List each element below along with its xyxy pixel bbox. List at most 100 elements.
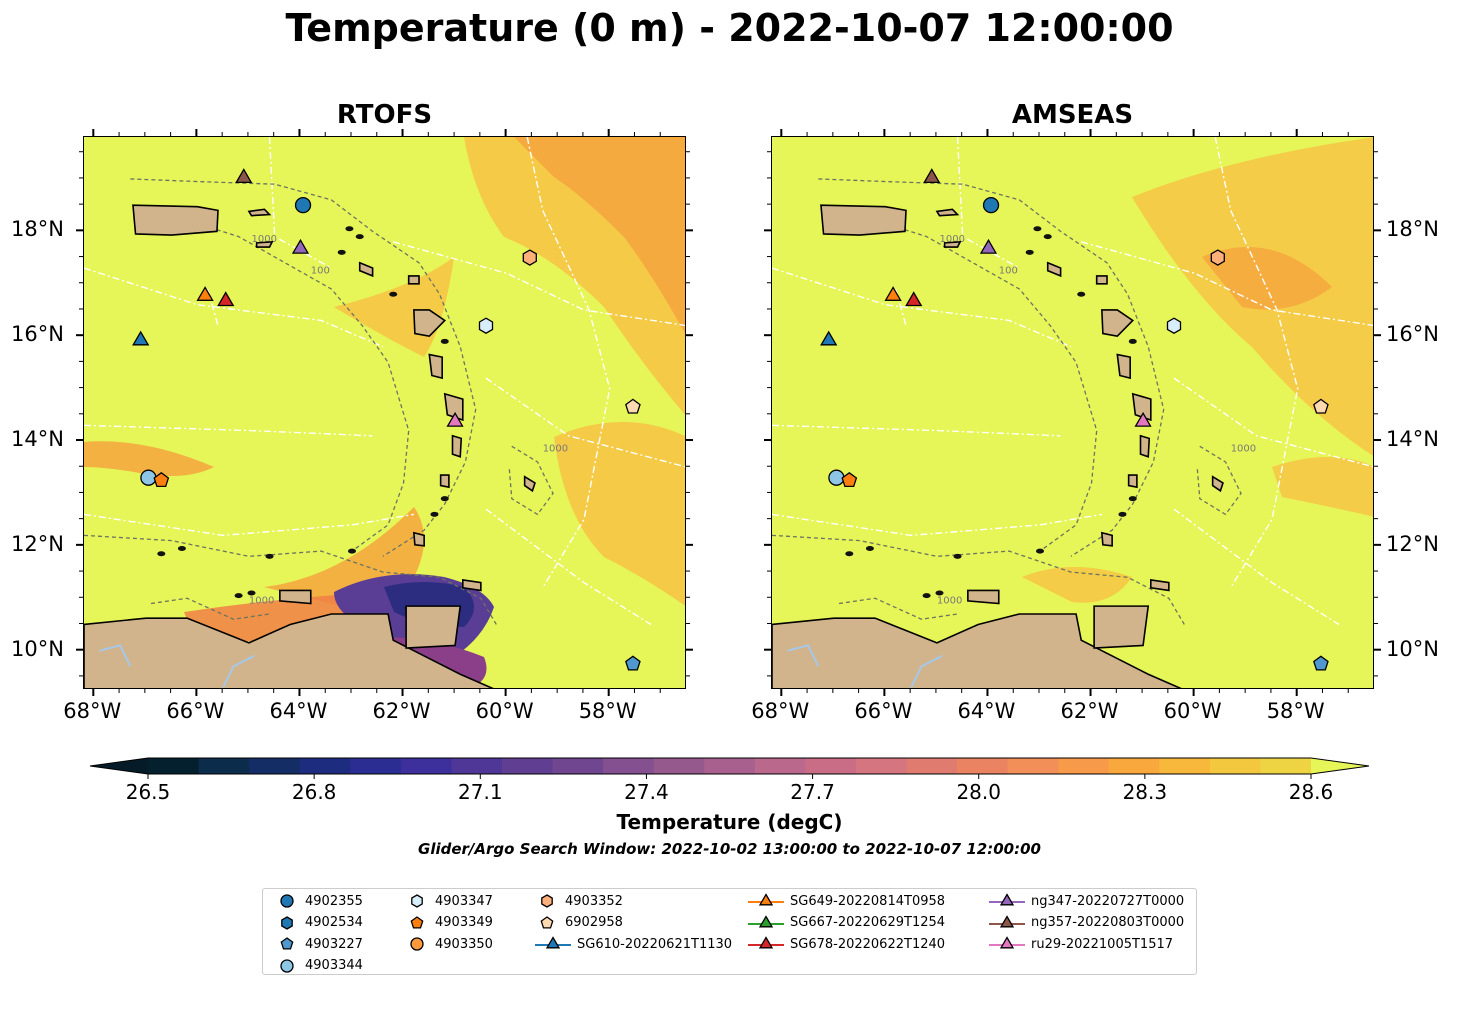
island (279, 589, 312, 605)
island (358, 261, 374, 278)
colorbar-bin (451, 758, 503, 774)
lon-tick-label: 68°W (63, 699, 122, 723)
legend-label: 4902355 (305, 893, 363, 909)
legend-label: SG678-20220622T1240 (790, 936, 946, 952)
colorbar-tick-label: 28.6 (1288, 780, 1334, 804)
island (1116, 353, 1131, 380)
island (820, 204, 907, 236)
colorbar-bin (906, 758, 958, 774)
colorbar-bin (1007, 758, 1059, 774)
platform-marker-4903227 (625, 655, 641, 671)
small-island (440, 496, 449, 502)
lon-tick-label: 68°W (751, 699, 810, 723)
contour-label: 1000 (1231, 444, 1256, 455)
small-island (1043, 234, 1052, 240)
pentagon-marker-icon (410, 915, 424, 929)
island (439, 474, 450, 489)
legend-item: 4903349 (405, 913, 493, 933)
small-island (953, 553, 962, 559)
platform-marker-6902958 (625, 398, 641, 414)
legend-label: SG610-20220621T1130 (577, 936, 733, 952)
small-island (337, 249, 346, 255)
colorbar-bin (1260, 758, 1312, 774)
warm-field (84, 137, 685, 647)
lat-tick-label: 14°N (11, 427, 64, 452)
land-mainland (772, 613, 1182, 688)
platform-marker-ru29-20221005T1517 (1134, 411, 1152, 427)
lon-tick-label: 64°W (269, 699, 328, 723)
small-island (440, 338, 449, 344)
island (247, 208, 272, 217)
small-island (1128, 338, 1137, 344)
hexagon-marker-icon (281, 915, 293, 930)
colorbar-bin (1209, 758, 1261, 774)
platform-markers (820, 168, 1329, 671)
eez-boundaries (84, 137, 685, 626)
platform-marker-SG610-20220621T1130 (820, 330, 838, 346)
triangle-marker-icon (535, 936, 571, 949)
legend-item: SG649-20220814T0958 (748, 891, 945, 911)
island (1139, 434, 1151, 458)
island (1095, 275, 1108, 285)
legend-item: 4903347 (405, 891, 493, 911)
contour-label: 1000 (252, 234, 277, 245)
island (132, 204, 219, 236)
small-island (1033, 226, 1042, 232)
contour-label: 100 (311, 265, 330, 276)
legend-label: 4903344 (305, 958, 363, 973)
map-svg: 1000 100 1000 1000 (84, 137, 685, 688)
colorbar-extend-low (90, 758, 148, 774)
platform-marker-4903347 (1166, 317, 1182, 334)
platform-marker-4903349 (153, 471, 170, 488)
circle-marker-icon (280, 958, 294, 973)
lat-tick-label: 18°N (11, 217, 64, 242)
platform-marker-ng357-20220803T0000 (235, 168, 253, 184)
small-island (1118, 511, 1127, 517)
small-island (1036, 548, 1044, 554)
colorbar-bin (653, 758, 705, 774)
small-island (177, 545, 186, 551)
lat-tick-label: 12°N (11, 531, 64, 556)
lon-tick-label: 62°W (1060, 699, 1119, 723)
colorbar-bin (1108, 758, 1160, 774)
islands (132, 204, 536, 649)
platform-marker-ng347-20220727T0000 (979, 238, 998, 254)
island (1127, 474, 1138, 489)
platform-marker-4902355 (294, 196, 312, 214)
land-mainland (84, 613, 494, 688)
legend-label: 4903352 (565, 893, 623, 909)
legend: 4902355 4902534 4903227 4903344 4903347 49033… (262, 888, 1197, 975)
lat-tick-label: 18°N (1386, 217, 1439, 242)
island (462, 578, 482, 592)
triangle-marker-icon (989, 936, 1025, 949)
colorbar-bin (299, 758, 351, 774)
small-island (157, 551, 166, 557)
lon-tick-label: 66°W (166, 699, 225, 723)
colorbar-tick-label: 27.7 (790, 780, 835, 804)
colorbar-tick-label: 28.0 (956, 780, 1001, 804)
colorbar-bin (400, 758, 452, 774)
contour-label: 100 (999, 265, 1018, 276)
island (943, 240, 962, 248)
bathymetry-contours (772, 178, 1242, 625)
eez-boundaries (772, 137, 1373, 626)
river (787, 644, 820, 667)
colorbar-bin (198, 758, 250, 774)
platform-marker-ng357-20220803T0000 (923, 168, 941, 184)
triangle-marker-icon (989, 893, 1025, 906)
small-island (265, 553, 274, 559)
figure-title: Temperature (0 m) - 2022-10-07 12:00:00 (285, 6, 1174, 50)
legend-item: 4902534 (275, 913, 363, 933)
platform-marker-SG610-20220621T1130 (132, 330, 150, 346)
colorbar-bin (249, 758, 301, 774)
platform-marker-6902958 (1313, 398, 1329, 414)
hexagon-marker-icon (541, 894, 553, 908)
lon-tick-label: 66°W (854, 699, 913, 723)
legend-item: 4902355 (275, 891, 363, 911)
river (99, 644, 132, 667)
lon-tick-label: 64°W (957, 699, 1016, 723)
small-island (935, 590, 944, 596)
triangle-marker-icon (989, 914, 1025, 927)
colorbar-extend-high (1311, 758, 1369, 774)
colorbar-tick-label: 26.8 (291, 780, 337, 804)
